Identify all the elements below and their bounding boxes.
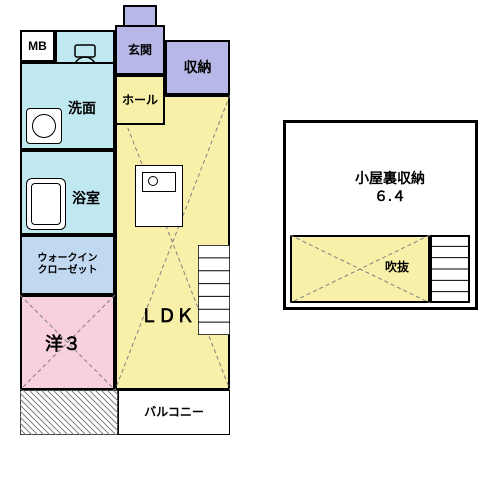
entry-notch: [123, 5, 157, 27]
room-walk-in-closet: ウォークイン クローゼット: [20, 235, 115, 295]
stairs-icon: [198, 245, 230, 335]
bathtub-icon: [26, 178, 66, 230]
label-entry: 玄関: [128, 43, 152, 58]
label-storage: 収納: [184, 59, 212, 77]
label-senmen: 洗面: [68, 100, 96, 118]
room-mb: MB: [20, 30, 55, 62]
label-bedroom: 洋３: [45, 333, 81, 356]
label-loft: 小屋裏収納 ６.４: [355, 170, 425, 205]
label-void: 吹抜: [385, 260, 409, 275]
room-storage: 収納: [165, 40, 230, 95]
label-wic: ウォークイン クローゼット: [38, 253, 98, 278]
label-bath: 浴室: [72, 190, 100, 208]
washer-icon: [26, 108, 62, 144]
floor-plan-canvas: ＬＤＫ９ MB 玄関 収納 洗面 ホール 浴室 ウォークイン クローゼット: [0, 0, 500, 500]
room-hall: ホール: [115, 75, 165, 125]
room-entry: 玄関: [115, 25, 165, 75]
room-ldk: [115, 95, 230, 390]
loft-stairs-lines: [430, 235, 470, 303]
balcony-hatch-left: [20, 390, 118, 435]
label-balcony: バルコニー: [144, 405, 204, 420]
kitchen-counter-icon: [135, 165, 183, 227]
label-hall: ホール: [122, 93, 158, 108]
label-mb: MB: [28, 39, 47, 54]
room-balcony: バルコニー: [118, 390, 230, 435]
